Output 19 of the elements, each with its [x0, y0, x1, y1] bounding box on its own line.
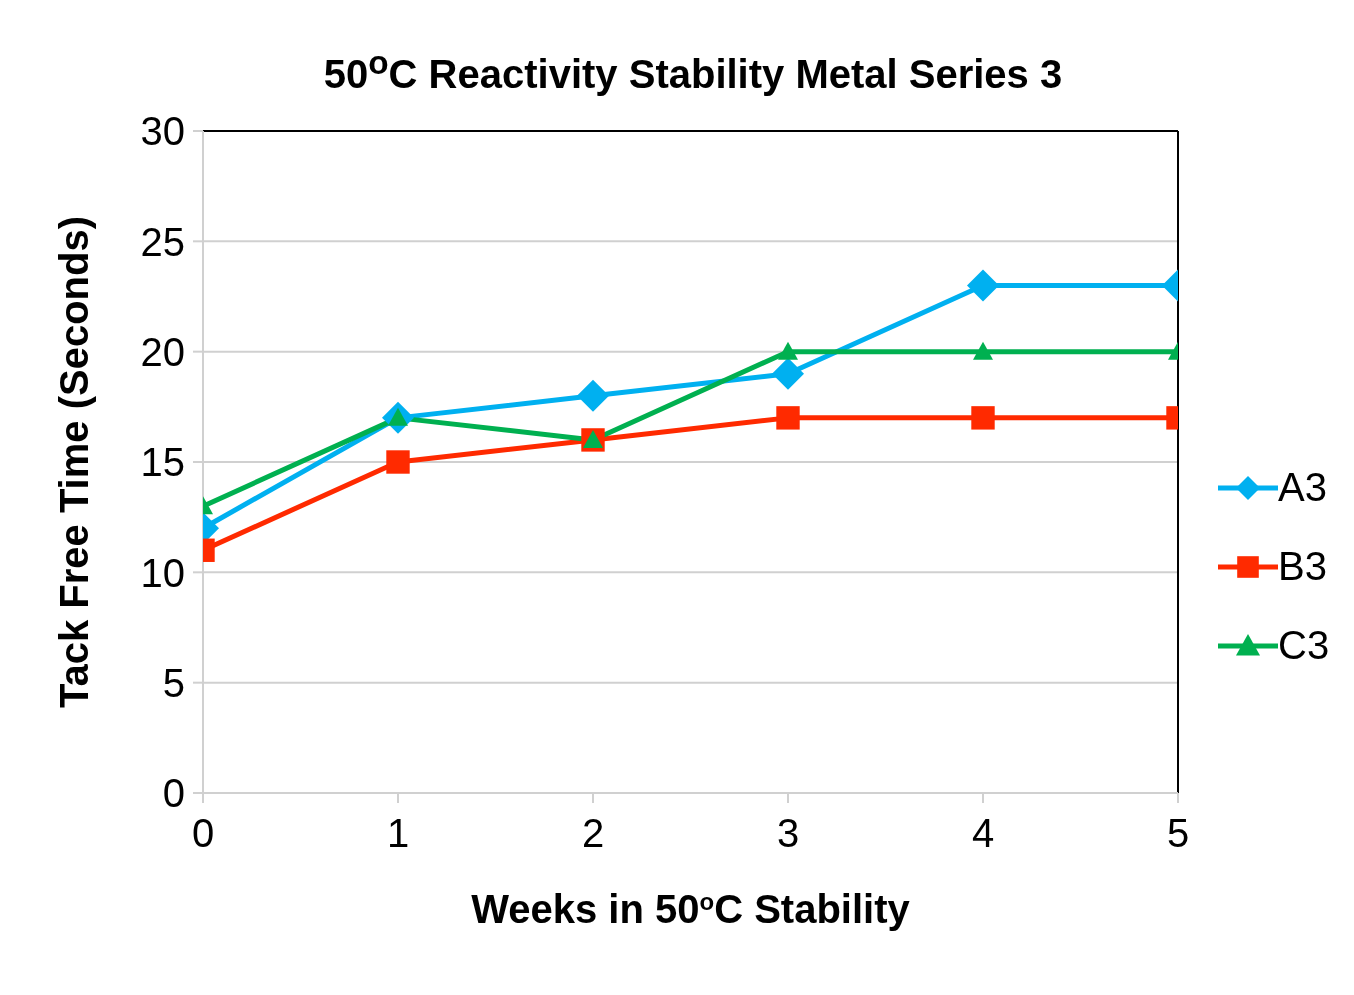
- y-tick-label: 5: [162, 660, 185, 705]
- chart-title: 50$^{o}$C Reactivity Stability Metal Series 3: [322, 44, 1064, 98]
- legend-label: B3: [1278, 544, 1327, 589]
- x-tick-label: 0: [191, 811, 215, 856]
- legend-label: A3: [1278, 465, 1327, 510]
- x-tick-label: 4: [971, 811, 995, 856]
- legend-label: C3: [1278, 623, 1330, 668]
- y-tick-label: 0: [162, 771, 185, 816]
- y-tick-label: 10: [140, 550, 185, 595]
- x-tick-label: 1: [386, 811, 410, 856]
- x-tick-label: 3: [776, 811, 800, 856]
- y-tick-label: 25: [140, 219, 185, 264]
- x-axis-title: Weeks in 50$^{o}$C Stability: [471, 887, 911, 931]
- y-tick-label: 30: [140, 109, 185, 154]
- x-tick-label: 2: [581, 811, 605, 856]
- y-tick-label: 20: [140, 329, 185, 374]
- y-tick-label: 15: [140, 440, 185, 485]
- x-tick-label: 5: [1166, 811, 1190, 856]
- y-axis-title: Tack Free Time (Seconds): [52, 215, 96, 709]
